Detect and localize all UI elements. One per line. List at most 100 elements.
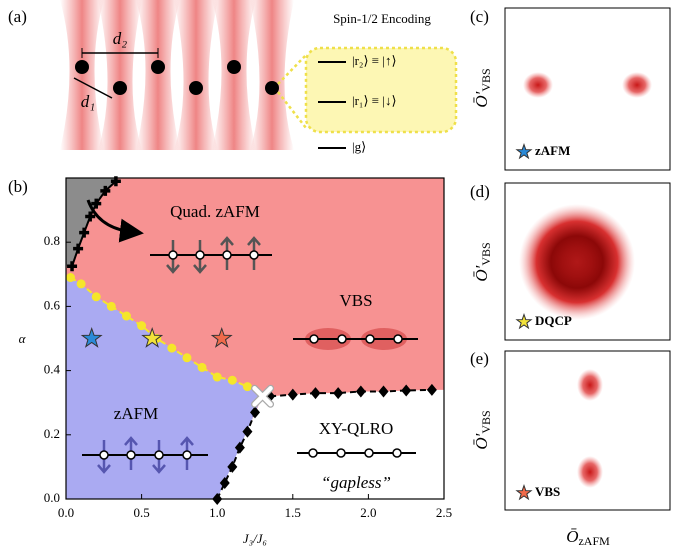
atom [113,81,127,95]
d2-label: d₂ [113,29,128,48]
point [182,353,192,363]
phase-label: Quad. zAFM [170,202,260,221]
x-tick-label: 1.0 [209,505,225,520]
decorations [82,199,418,474]
point [426,383,437,396]
level-label: |g⟩ [352,139,366,154]
x-tick-label: 0.0 [58,505,74,520]
point [73,243,84,254]
point [250,406,260,419]
x-tick-label: 1.5 [285,505,301,520]
point [355,385,366,398]
point [76,279,86,289]
point [333,387,344,400]
point [227,375,237,385]
point [100,185,111,196]
beam [136,0,180,150]
atom [189,81,203,95]
y-axis-label: Ō′VBS [472,68,493,107]
point [197,362,207,372]
region [217,389,444,499]
point [66,273,76,283]
atom [265,81,279,95]
point [210,326,233,348]
x-axis-label: J₃/J₆ [243,531,267,546]
distribution [577,456,603,488]
point [67,261,78,272]
axis-symbol: Ō′ [472,265,491,281]
x-axis-label: ŌzAFM [566,527,610,548]
sites [99,450,192,460]
panel-d: (d) DQCP [470,182,671,341]
axis-subscript: VBS [479,68,493,91]
phase-label: XY-QLRO [319,419,394,438]
atom [75,60,89,74]
point [91,292,101,302]
phase-label: VBS [339,291,372,310]
point [242,382,252,392]
beam [98,0,142,150]
arrow [86,199,144,243]
distribution [622,72,652,98]
encoding-title: Spin-1/2 Encoding [333,11,431,26]
distribution [523,72,553,98]
state-star [515,312,533,330]
point [242,425,253,438]
region [66,277,263,499]
point [80,326,103,348]
point [79,227,90,238]
x-tick-label: 2.0 [360,505,376,520]
point [141,326,164,348]
atom [151,60,165,74]
panel-b: (b) Quad. zAFM VBS zAFM XY-QLRO “gapless… [8,176,452,546]
axis-symbol: Ō′ [472,91,491,107]
axis-symbol: Ō′ [472,433,491,449]
point [121,311,131,321]
point [234,441,245,454]
phase-label: “gapless” [321,473,391,492]
y-tick-label: 0.6 [44,297,61,312]
point [287,388,298,401]
beam [250,0,294,150]
point [219,476,230,489]
spacing-line [73,77,113,99]
y-tick-label: 0.2 [44,426,60,441]
point [137,321,147,331]
sites [168,250,259,260]
y-tick-label: 0.8 [44,233,60,248]
level-label: |r₂⟩ ≡ |↑⟩ [352,53,397,68]
atom [227,60,241,74]
beam [60,0,104,150]
y-tick-label: 0.0 [44,490,60,505]
axis-symbol: Ō [566,527,578,546]
sites [309,334,403,344]
state-label: zAFM [535,143,570,158]
axis-subscript: VBS [479,410,493,433]
y-axis-label: α [19,331,27,346]
zoom-line [277,91,307,129]
state-label: VBS [535,484,560,499]
point [378,385,389,398]
panel-a: (a) d₂ d₁ Spin-1/2 Encoding |r₂⟩ ≡ |↑⟩ |… [8,0,458,154]
point [227,460,238,473]
level-label: |r₁⟩ ≡ |↓⟩ [352,93,397,108]
panel-label: (c) [470,7,489,26]
axis-subscript: VBS [479,242,493,265]
distribution [577,369,603,401]
phase-label: zAFM [114,404,158,423]
x-tick-label: 0.5 [133,505,149,520]
zoom-line [277,54,307,85]
sites [308,448,402,458]
point [252,386,273,407]
panel-label: (a) [8,7,27,26]
panel-label: (e) [470,349,489,368]
point [167,343,177,353]
panel-label: (b) [8,177,28,196]
point [401,384,412,397]
axis-subscript: zAFM [578,534,610,548]
point [91,198,102,209]
state-star [515,142,533,160]
